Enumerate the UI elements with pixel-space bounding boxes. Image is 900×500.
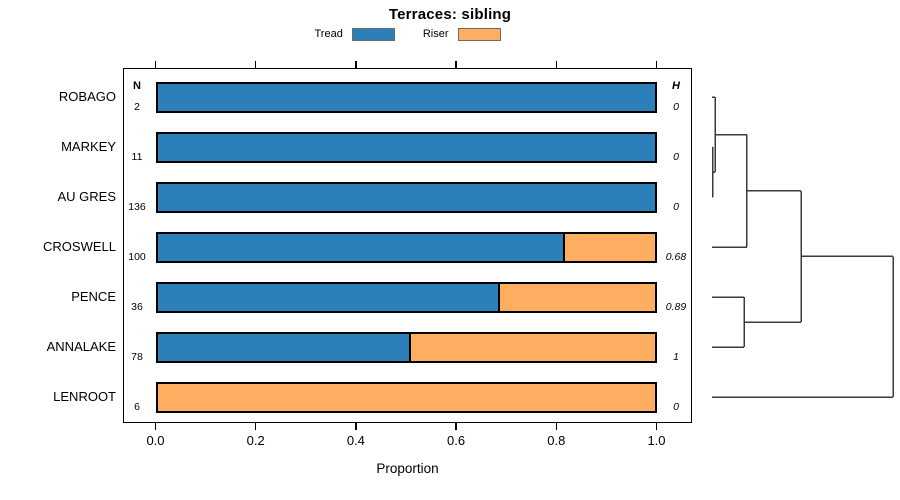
y-category-label: CROSWELL xyxy=(43,239,116,254)
bar-segment-riser xyxy=(565,233,655,261)
x-tick-top xyxy=(555,61,557,68)
x-tick-bottom xyxy=(355,423,357,430)
x-tick-bottom xyxy=(255,423,257,430)
n-value: 100 xyxy=(128,251,146,263)
n-value: 2 xyxy=(134,101,140,113)
x-tick-bottom xyxy=(655,423,658,430)
x-tick-bottom xyxy=(154,423,157,430)
y-category-label: MARKEY xyxy=(61,139,116,154)
bar-row xyxy=(155,131,657,163)
x-axis-title: Proportion xyxy=(376,461,439,476)
legend-label-riser: Riser xyxy=(422,28,449,40)
x-tick-label: 0.6 xyxy=(447,433,466,448)
h-value: 0 xyxy=(673,151,679,163)
bar-segment-riser xyxy=(500,283,655,311)
y-category-label: ANNALAKE xyxy=(46,339,116,354)
bar-row xyxy=(155,281,657,313)
bar-segment-riser xyxy=(410,333,655,361)
n-value: 78 xyxy=(131,351,143,363)
legend-item-tread: Tread xyxy=(314,27,395,41)
bar-segment-tread xyxy=(157,133,655,161)
bar-row xyxy=(155,381,657,413)
x-tick-top xyxy=(154,61,157,68)
n-value: 6 xyxy=(134,401,140,413)
x-tick-top xyxy=(255,61,257,68)
x-tick-top xyxy=(655,61,658,68)
h-value: 0 xyxy=(673,201,679,213)
y-category-label: AU GRES xyxy=(57,189,116,204)
bar-row xyxy=(155,81,657,113)
h-value: 0.89 xyxy=(665,301,687,313)
legend-swatch-tread-icon xyxy=(351,27,395,41)
x-tick-label: 0.0 xyxy=(146,433,165,448)
h-value: 0 xyxy=(673,101,679,113)
x-tick-top xyxy=(355,61,357,68)
x-tick-label: 1.0 xyxy=(647,433,666,448)
n-value: 136 xyxy=(128,201,146,213)
h-value: 0.68 xyxy=(665,251,687,263)
x-tick-label: 0.4 xyxy=(346,433,365,448)
bar-segment-riser xyxy=(157,383,655,411)
x-tick-top xyxy=(455,61,457,68)
legend-swatch-riser-icon xyxy=(457,27,501,41)
bar-segment-tread xyxy=(157,183,655,211)
h-column-header: H xyxy=(672,80,680,92)
bar-segment-tread xyxy=(157,333,411,361)
chart-title: Terraces: sibling xyxy=(388,6,512,23)
y-category-label: ROBAGO xyxy=(58,89,116,104)
n-value: 36 xyxy=(131,301,143,313)
legend-label-tread: Tread xyxy=(314,28,343,40)
n-value: 11 xyxy=(131,151,143,163)
bar-row xyxy=(155,181,657,213)
bar-segment-tread xyxy=(157,283,501,311)
y-category-label: PENCE xyxy=(71,289,116,304)
y-category-label: LENROOT xyxy=(53,389,116,404)
x-tick-bottom xyxy=(555,423,557,430)
x-tick-label: 0.8 xyxy=(547,433,566,448)
x-tick-label: 0.2 xyxy=(246,433,265,448)
bar-row xyxy=(155,331,657,363)
x-tick-bottom xyxy=(455,423,457,430)
n-column-header: N xyxy=(133,80,141,92)
bar-segment-tread xyxy=(157,233,566,261)
bar-segment-tread xyxy=(157,83,655,111)
h-value: 1 xyxy=(673,351,679,363)
legend: Tread Riser xyxy=(123,27,692,41)
legend-item-riser: Riser xyxy=(422,27,501,41)
h-value: 0 xyxy=(673,401,679,413)
bar-row xyxy=(155,231,657,263)
